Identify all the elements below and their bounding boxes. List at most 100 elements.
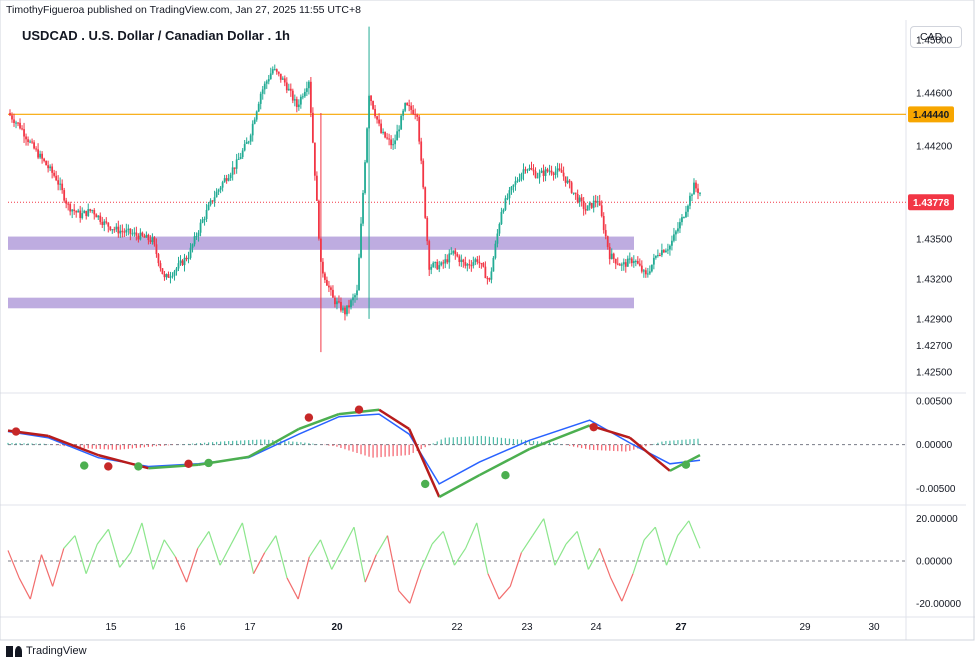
candle-body bbox=[636, 260, 639, 264]
candle-body bbox=[452, 250, 455, 254]
candle-body bbox=[356, 290, 358, 296]
candle-body bbox=[75, 210, 78, 213]
candle-body bbox=[55, 175, 58, 181]
candle-body bbox=[153, 237, 156, 245]
oscillator-segment bbox=[308, 539, 322, 558]
candle-body bbox=[390, 139, 393, 146]
candle-body bbox=[560, 169, 563, 173]
signal-line-segment bbox=[529, 424, 591, 451]
signal-line-segment bbox=[47, 434, 99, 457]
candle-body bbox=[634, 260, 637, 262]
candle-body bbox=[494, 243, 497, 258]
crossover-dot bbox=[11, 427, 21, 436]
candle-body bbox=[131, 233, 134, 235]
candle-body bbox=[578, 197, 581, 203]
candle-body bbox=[574, 192, 577, 195]
candle-body bbox=[165, 274, 168, 278]
candle-body bbox=[259, 93, 262, 104]
candle-body bbox=[47, 165, 50, 169]
candle-body bbox=[667, 249, 669, 251]
candle-body bbox=[428, 241, 431, 270]
time-tick-label: 17 bbox=[244, 622, 256, 633]
candle-body bbox=[11, 115, 13, 120]
candle-body bbox=[679, 222, 681, 229]
crossover-dot bbox=[104, 462, 113, 471]
candle-body bbox=[173, 271, 176, 276]
candle-body bbox=[163, 274, 166, 278]
candle-body bbox=[460, 259, 463, 263]
oscillator-segment bbox=[587, 548, 601, 570]
candle-body bbox=[538, 172, 541, 178]
candle-body bbox=[362, 192, 364, 224]
candle-body bbox=[65, 200, 68, 204]
candle-body bbox=[157, 254, 160, 264]
candle-body bbox=[79, 210, 82, 219]
candle-body bbox=[215, 191, 218, 198]
candle-body bbox=[201, 219, 204, 223]
signal-line-segment bbox=[248, 427, 300, 458]
oscillator-segment bbox=[465, 522, 478, 549]
candle-body bbox=[346, 305, 348, 315]
candle-body bbox=[161, 268, 164, 275]
candle-body bbox=[35, 148, 37, 150]
oscillator-segment bbox=[565, 530, 578, 545]
candle-body bbox=[119, 230, 122, 234]
price-tick-label: 1.42900 bbox=[916, 314, 953, 325]
signal-line-segment bbox=[378, 408, 410, 430]
oscillator-segment bbox=[107, 529, 121, 568]
currency-button[interactable]: CAD bbox=[910, 26, 962, 48]
crossover-dot bbox=[134, 462, 143, 471]
candle-body bbox=[251, 123, 254, 136]
oscillator-segment bbox=[96, 528, 109, 545]
candle-body bbox=[650, 264, 653, 272]
candle-body bbox=[673, 234, 675, 241]
candle-body bbox=[660, 250, 663, 256]
candle-body bbox=[524, 169, 527, 171]
macd-tick-label: 0.00500 bbox=[916, 396, 953, 407]
candle-body bbox=[21, 128, 23, 130]
candle-body bbox=[41, 153, 43, 159]
candle-body bbox=[17, 122, 19, 124]
candle-body bbox=[275, 69, 278, 72]
signal-line-segment bbox=[408, 428, 441, 498]
crossover-dot bbox=[501, 470, 510, 480]
candle-body bbox=[644, 270, 647, 275]
time-tick-label: 16 bbox=[174, 622, 186, 633]
candle-body bbox=[572, 192, 575, 194]
candle-body bbox=[558, 168, 561, 170]
candle-body bbox=[502, 209, 505, 212]
candle-body bbox=[145, 234, 148, 238]
candle-body bbox=[618, 264, 621, 266]
last-price-badge bbox=[908, 194, 954, 211]
candle-body bbox=[283, 78, 286, 83]
candle-body bbox=[125, 229, 128, 233]
candle-body bbox=[468, 264, 471, 266]
candle-body bbox=[366, 128, 368, 163]
candle-body bbox=[582, 200, 585, 210]
candle-body bbox=[29, 141, 31, 143]
candle-body bbox=[49, 166, 52, 169]
candle-body bbox=[141, 232, 144, 236]
oscillator-segment bbox=[453, 547, 467, 566]
candle-body bbox=[540, 170, 543, 173]
oscillator-segment bbox=[85, 543, 98, 574]
candle-body bbox=[213, 197, 216, 202]
candle-body bbox=[289, 88, 292, 91]
candle-body bbox=[518, 179, 521, 181]
candle-body bbox=[614, 258, 617, 264]
candle-body bbox=[478, 261, 481, 264]
candle-body bbox=[313, 142, 316, 176]
oscillator-segment bbox=[163, 539, 176, 558]
candle-body bbox=[610, 253, 613, 260]
oscillator-segment bbox=[63, 535, 76, 549]
candle-body bbox=[392, 144, 395, 146]
candle-body bbox=[277, 71, 280, 74]
signal-line-segment bbox=[298, 412, 340, 431]
candle-body bbox=[261, 89, 264, 94]
oscillator-segment bbox=[197, 531, 210, 549]
candle-body bbox=[217, 189, 220, 192]
candle-body bbox=[195, 236, 198, 238]
candle-body bbox=[115, 226, 118, 230]
candle-body bbox=[155, 244, 158, 255]
